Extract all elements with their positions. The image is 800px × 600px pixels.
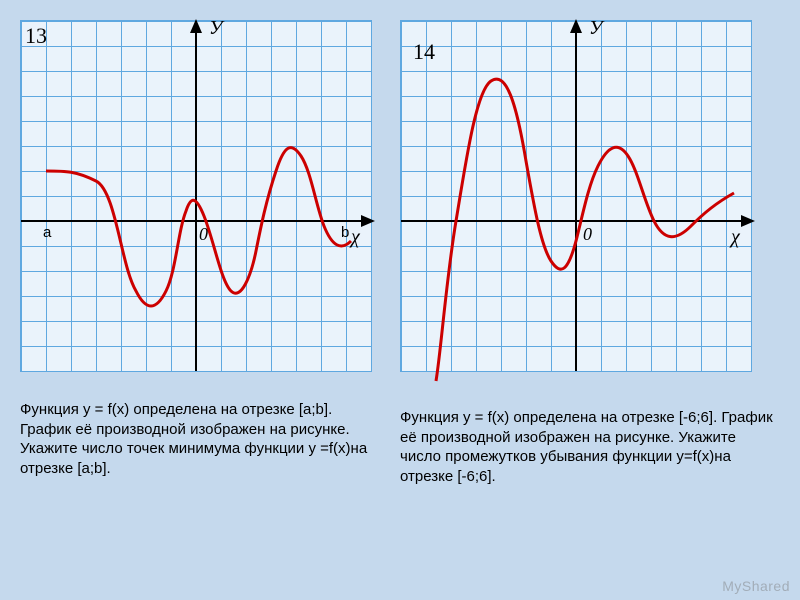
description-13: Функция y = f(x) определена на отрезке [… [20,400,380,478]
panel-13: 13 У χ 0 a b [20,20,372,372]
grid-14: 14 У χ 0 [400,20,752,372]
watermark: MyShared [722,578,790,594]
curve-path-13 [46,148,351,306]
curve-13 [21,21,371,371]
panel-14: 14 У χ 0 [400,20,752,372]
curve-path-14 [436,79,734,381]
description-14: Функция y = f(x) определена на отрезке [… [400,408,780,486]
curve-14 [401,21,751,371]
grid-13: 13 У χ 0 a b [20,20,372,372]
